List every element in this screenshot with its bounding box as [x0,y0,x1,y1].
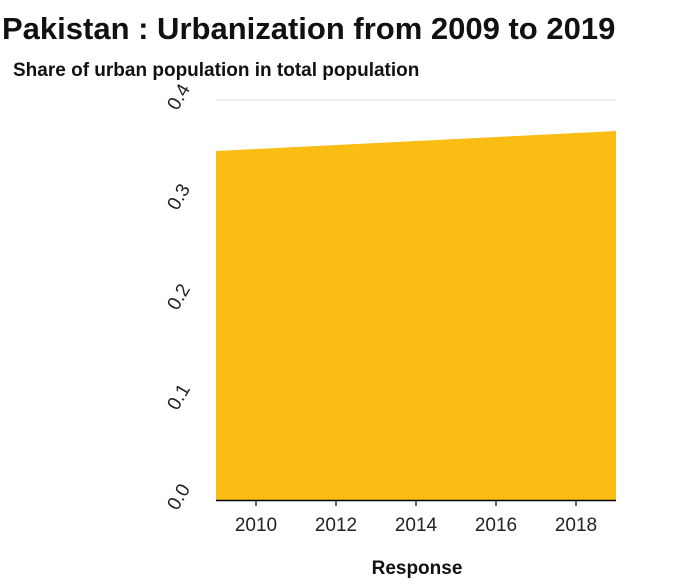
chart-subtitle: Share of urban population in total popul… [13,60,419,81]
y-tick-label: 0.4 [164,80,196,114]
x-axis-ticks: 2010 2012 2014 2016 2018 [235,500,597,536]
x-tick-label: 2012 [315,515,357,536]
y-axis-ticks: 0.0 0.1 0.2 0.3 0.4 [164,80,196,514]
x-axis-label: Response [372,558,463,579]
y-tick-label: 0.3 [164,181,195,214]
x-tick-label: 2016 [475,515,517,536]
plot-area [216,131,616,500]
y-tick-label: 0.2 [164,281,195,314]
area-series [216,131,616,500]
x-tick-label: 2010 [235,515,277,536]
y-tick-label: 0.0 [164,481,195,514]
chart-title: Pakistan : Urbanization from 2009 to 201… [2,11,615,46]
y-tick-label: 0.1 [164,381,195,414]
x-tick-label: 2018 [555,515,597,536]
x-tick-label: 2014 [395,515,438,536]
